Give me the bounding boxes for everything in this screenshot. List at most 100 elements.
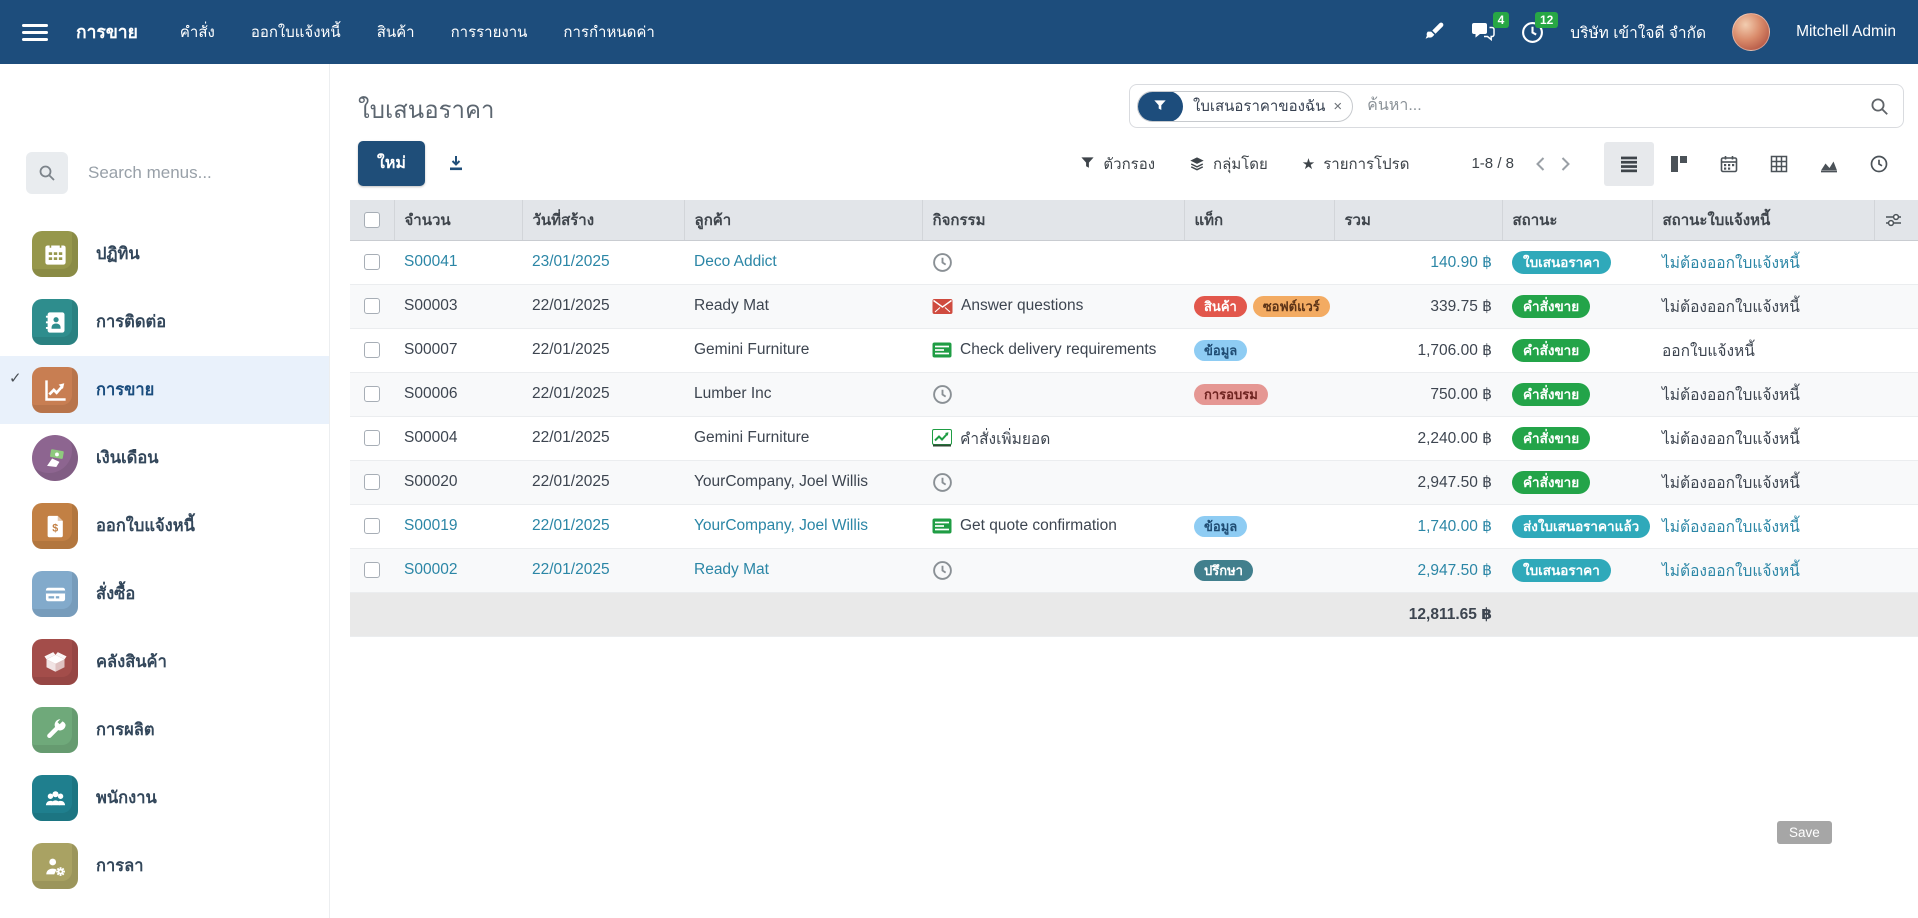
creation-date[interactable]: 22/01/2025 (522, 416, 684, 461)
calendar-view-icon[interactable] (1704, 142, 1754, 186)
sidebar-item-9[interactable]: การลา (0, 832, 329, 900)
table-row-S00006[interactable]: S00006 22/01/2025 Lumber Inc การอบรม 750.00 … (350, 372, 1918, 417)
creation-date[interactable]: 22/01/2025 (522, 284, 684, 329)
activity-cell[interactable] (922, 240, 1184, 285)
row-checkbox[interactable] (364, 298, 380, 314)
sidebar-item-3[interactable]: เงินเดือน (0, 424, 329, 492)
creation-date[interactable]: 22/01/2025 (522, 504, 684, 549)
upsell-activity-icon[interactable] (932, 429, 952, 447)
creation-date[interactable]: 22/01/2025 (522, 460, 684, 505)
order-number-link[interactable]: S00006 (394, 372, 522, 417)
sidebar-search-icon[interactable] (26, 152, 68, 194)
filters-button[interactable]: ตัวกรอง (1080, 152, 1155, 176)
tasks-activity-icon[interactable] (932, 341, 952, 359)
header-status[interactable]: สถานะ (1501, 200, 1652, 241)
header-tags[interactable]: แท็ก (1183, 200, 1334, 241)
order-number-link[interactable]: S00007 (394, 328, 522, 373)
row-checkbox[interactable] (364, 254, 380, 270)
hamburger-menu-icon[interactable] (22, 23, 48, 41)
sidebar-item-7[interactable]: การผลิต (0, 696, 329, 764)
row-checkbox[interactable] (364, 562, 380, 578)
order-number-link[interactable]: S00002 (394, 548, 522, 593)
header-invoice-status[interactable]: สถานะใบแจ้งหนี้ (1651, 200, 1874, 241)
tasks-activity-icon[interactable] (932, 517, 952, 535)
table-row-S00019[interactable]: S00019 22/01/2025 YourCompany, Joel Willis… (350, 504, 1918, 549)
sidebar-item-4[interactable]: $ ออกใบแจ้งหนี้ (0, 492, 329, 560)
customer-name[interactable]: Gemini Furniture (684, 328, 922, 373)
customer-name[interactable]: Deco Addict (684, 240, 922, 285)
order-number-link[interactable]: S00020 (394, 460, 522, 505)
select-all-checkbox[interactable] (363, 211, 380, 228)
save-button[interactable]: Save (1777, 821, 1832, 844)
new-button[interactable]: ใหม่ (358, 141, 425, 186)
topbar-menu-4[interactable]: การกำหนดค่า (563, 24, 655, 41)
activity-cell[interactable] (922, 548, 1184, 593)
user-menu[interactable]: Mitchell Admin (1796, 23, 1896, 40)
header-number[interactable]: จำนวน (393, 200, 522, 241)
sidebar-item-0[interactable]: ปฏิทิน (0, 220, 329, 288)
envelope-activity-icon[interactable] (932, 298, 953, 315)
activity-cell[interactable] (922, 460, 1184, 505)
topbar-menu-2[interactable]: สินค้า (376, 24, 415, 41)
pager-previous-icon[interactable] (1528, 153, 1553, 175)
sidebar-item-6[interactable]: คลังสินค้า (0, 628, 329, 696)
customer-name[interactable]: Lumber Inc (684, 372, 922, 417)
filter-chip-remove-icon[interactable]: × (1333, 97, 1343, 115)
order-number-link[interactable]: S00019 (394, 504, 522, 549)
download-export-icon[interactable] (447, 155, 465, 172)
row-checkbox[interactable] (364, 474, 380, 490)
filter-funnel-icon[interactable] (1138, 91, 1183, 121)
activity-cell[interactable]: Check delivery requirements (922, 328, 1184, 373)
clock-activity-icon[interactable] (932, 560, 953, 581)
activity-cell[interactable]: Answer questions (922, 284, 1184, 329)
sidebar-search-input[interactable] (86, 162, 286, 184)
customer-name[interactable]: YourCompany, Joel Willis (684, 460, 922, 505)
header-customer[interactable]: ลูกค้า (683, 200, 922, 241)
current-app-name[interactable]: การขาย (76, 22, 138, 42)
activity-cell[interactable]: Get quote confirmation (922, 504, 1184, 549)
messages-icon[interactable]: 4 (1471, 12, 1510, 43)
theme-brush-icon[interactable] (1423, 21, 1445, 43)
header-date[interactable]: วันที่สร้าง (521, 200, 684, 241)
table-row-S00007[interactable]: S00007 22/01/2025 Gemini Furniture Check de… (350, 328, 1918, 373)
row-checkbox[interactable] (364, 518, 380, 534)
table-row-S00002[interactable]: S00002 22/01/2025 Ready Mat ปรึกษา 2,947.50 … (350, 548, 1918, 593)
order-number-link[interactable]: S00004 (394, 416, 522, 461)
table-row-S00003[interactable]: S00003 22/01/2025 Ready Mat Answer question… (350, 284, 1918, 329)
list-view-icon[interactable] (1604, 141, 1654, 186)
order-number-link[interactable]: S00041 (394, 240, 522, 285)
activity-cell[interactable]: คำสั่งเพิ่มยอด (922, 416, 1184, 461)
row-checkbox[interactable] (364, 342, 380, 358)
sidebar-item-5[interactable]: สั่งซื้อ (0, 560, 329, 628)
sidebar-item-8[interactable]: พนักงาน (0, 764, 329, 832)
filter-chip-label[interactable]: ใบเสนอราคาของฉัน (1193, 98, 1326, 115)
customer-name[interactable]: Ready Mat (684, 548, 922, 593)
activity-cell[interactable] (922, 372, 1184, 417)
creation-date[interactable]: 23/01/2025 (522, 240, 684, 285)
kanban-view-icon[interactable] (1654, 142, 1704, 186)
company-switcher[interactable]: บริษัท เข้าใจดี จำกัด (1570, 24, 1707, 42)
search-magnifier-icon[interactable] (1870, 97, 1889, 116)
activity-view-icon[interactable] (1854, 142, 1904, 186)
header-total[interactable]: รวม (1333, 200, 1502, 241)
search-input[interactable] (1365, 96, 1858, 116)
topbar-menu-3[interactable]: การรายงาน (450, 24, 528, 41)
optional-columns-icon[interactable] (1873, 200, 1918, 241)
row-checkbox[interactable] (364, 430, 380, 446)
clock-activity-icon[interactable] (932, 472, 953, 493)
clock-activity-icon[interactable] (932, 384, 953, 405)
favorites-button[interactable]: ★ รายการโปรด (1302, 152, 1410, 176)
customer-name[interactable]: YourCompany, Joel Willis (684, 504, 922, 549)
clock-activity-icon[interactable] (932, 252, 953, 273)
creation-date[interactable]: 22/01/2025 (522, 372, 684, 417)
graph-view-icon[interactable] (1804, 142, 1854, 186)
creation-date[interactable]: 22/01/2025 (522, 328, 684, 373)
table-row-S00020[interactable]: S00020 22/01/2025 YourCompany, Joel Willis… (350, 460, 1918, 505)
sidebar-item-2[interactable]: ✓ การขาย (0, 356, 329, 424)
group-by-button[interactable]: กลุ่มโดย (1189, 152, 1268, 176)
customer-name[interactable]: Ready Mat (684, 284, 922, 329)
pager-next-icon[interactable] (1553, 153, 1578, 175)
user-avatar[interactable] (1732, 13, 1771, 51)
order-number-link[interactable]: S00003 (394, 284, 522, 329)
topbar-menu-0[interactable]: คำสั่ง (179, 24, 215, 41)
